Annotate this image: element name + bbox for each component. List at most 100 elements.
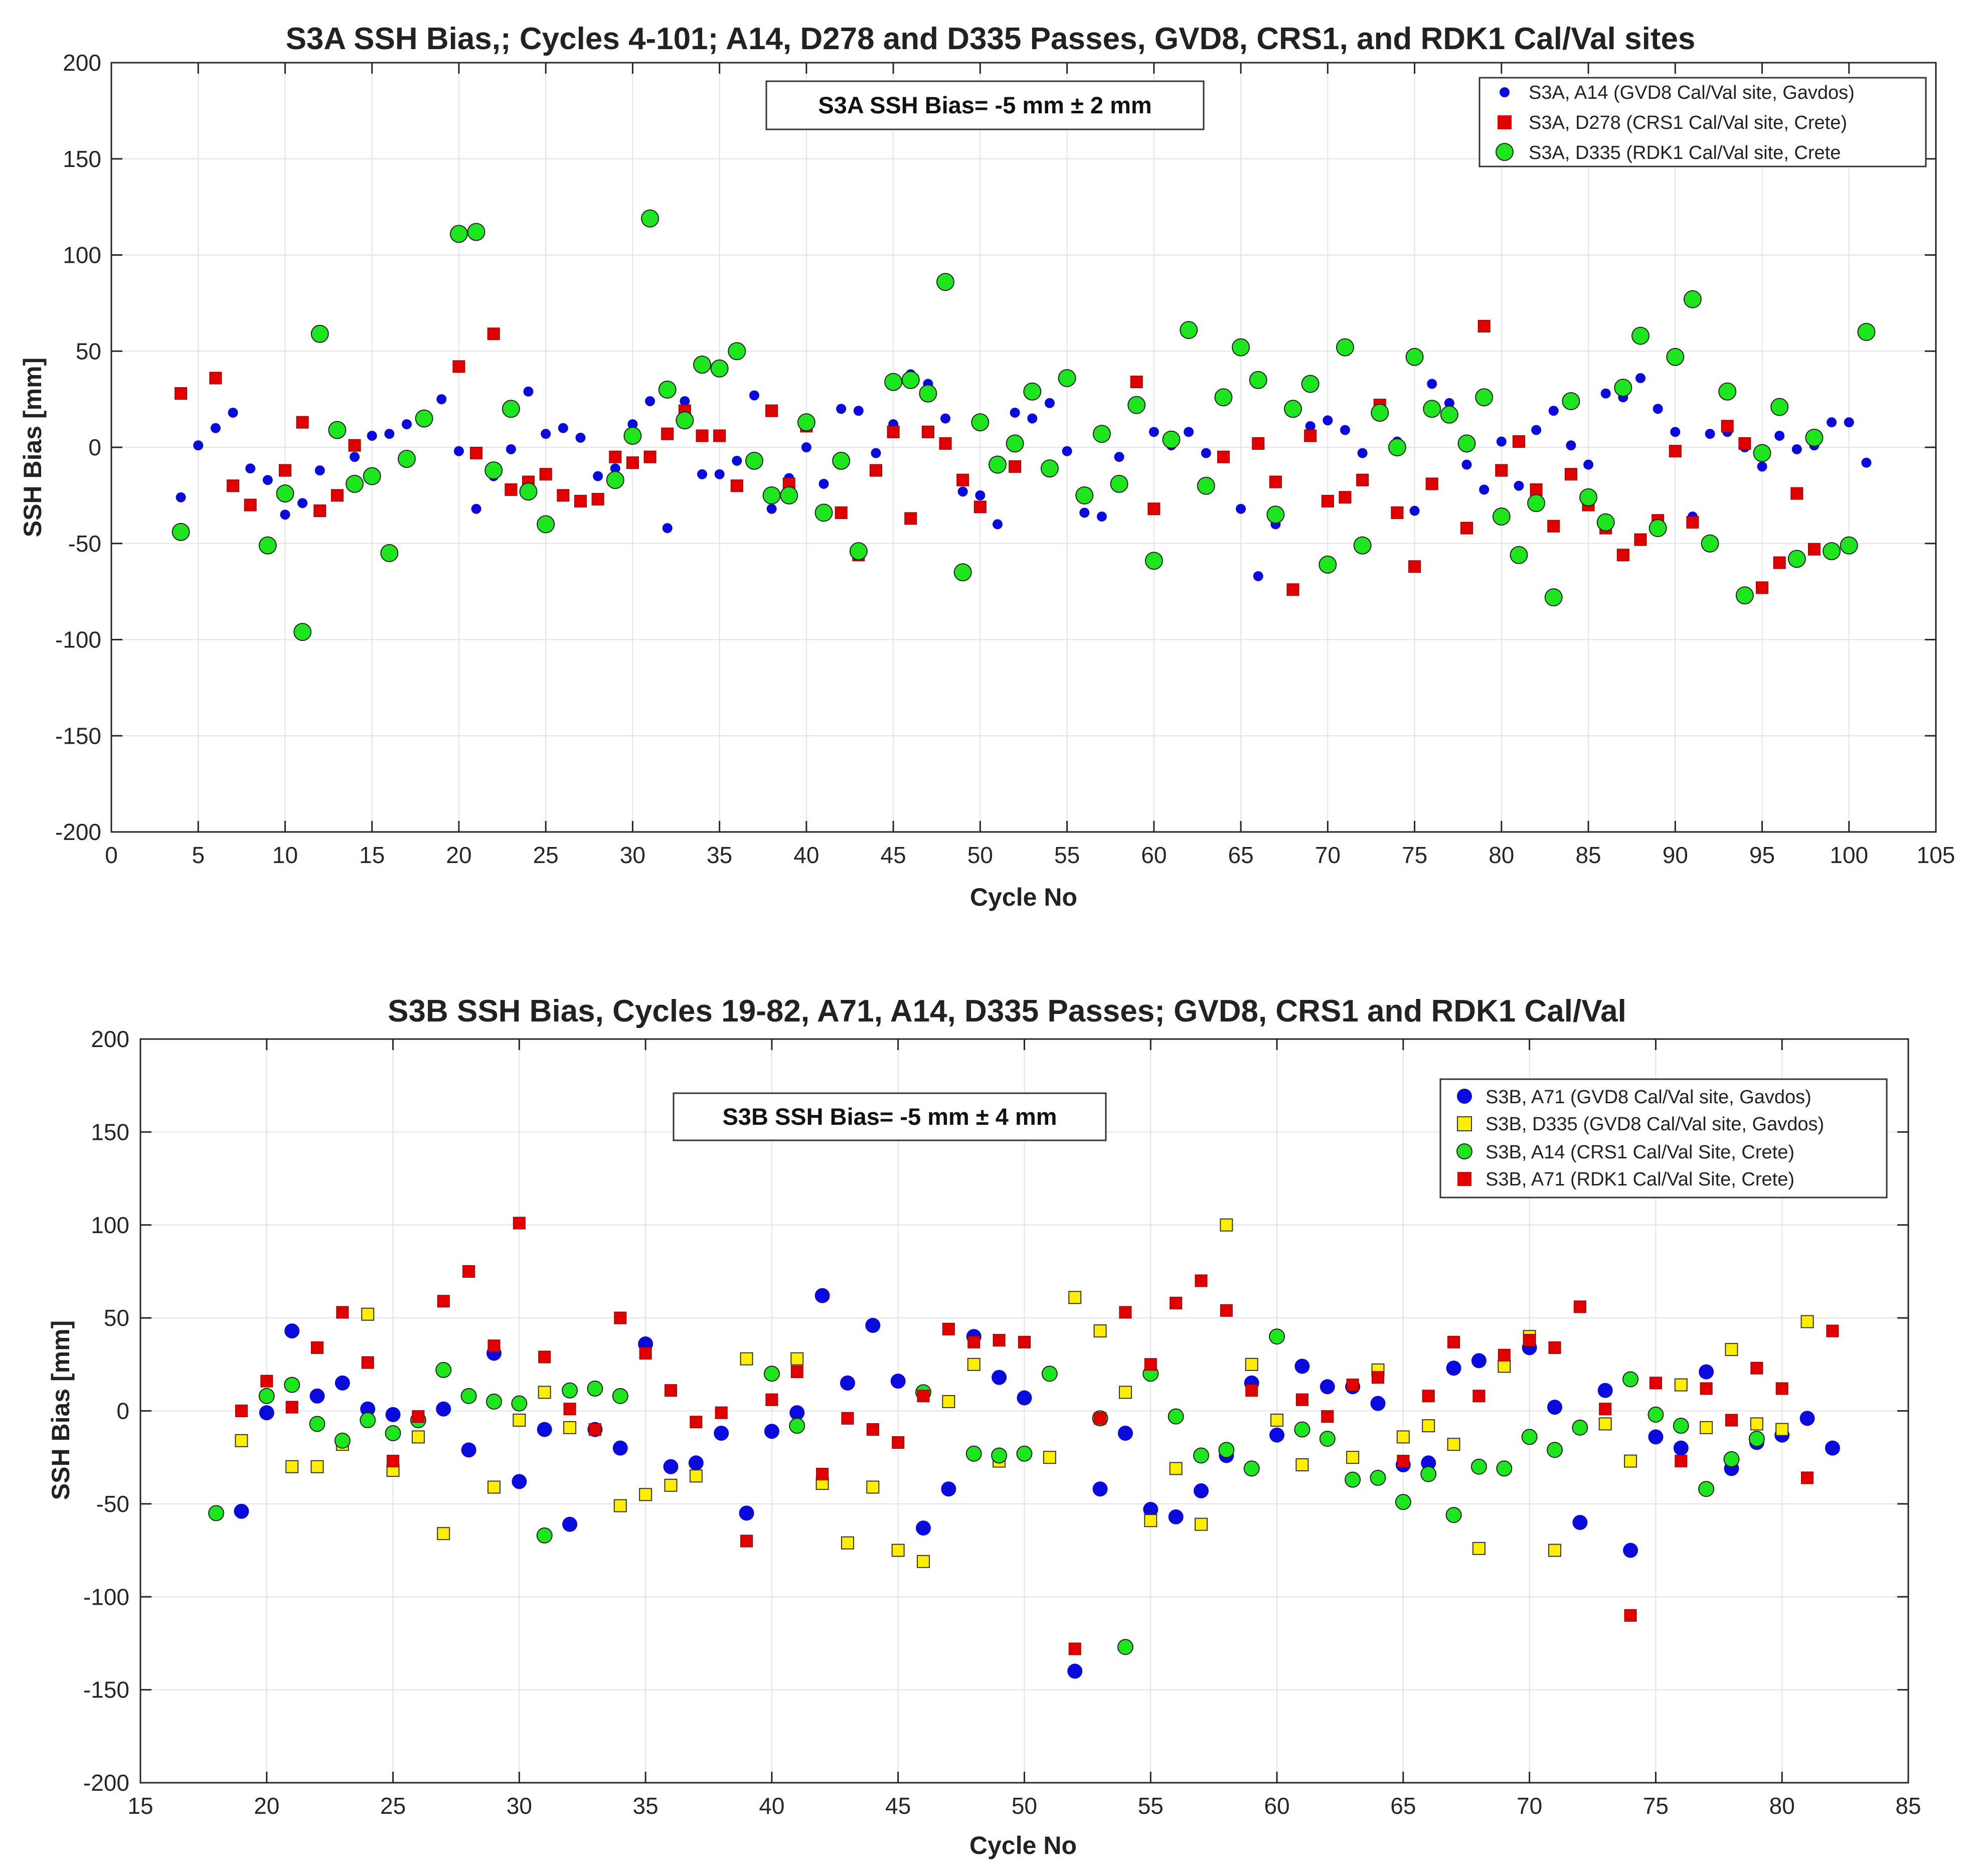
data-point xyxy=(1631,326,1650,345)
data-point xyxy=(1284,400,1302,418)
data-point xyxy=(574,494,587,507)
data-point xyxy=(965,1445,982,1462)
data-point xyxy=(790,1352,804,1366)
data-point xyxy=(1599,1403,1612,1416)
legend: S3B, A71 (GVD8 Cal/Val site, Gavdos) S3B… xyxy=(1439,1078,1888,1199)
data-point xyxy=(297,498,308,508)
data-point xyxy=(1669,445,1682,458)
data-point xyxy=(1040,459,1059,478)
data-point xyxy=(1566,440,1576,451)
data-point xyxy=(1295,1393,1308,1406)
data-point xyxy=(1391,506,1404,519)
data-point xyxy=(1807,543,1821,556)
data-point xyxy=(1723,1451,1740,1467)
data-point xyxy=(1750,1417,1763,1431)
data-point xyxy=(1572,1419,1588,1436)
data-point xyxy=(172,523,190,541)
data-point xyxy=(1579,488,1598,506)
data-point xyxy=(1770,398,1789,416)
data-point xyxy=(310,324,329,343)
data-point xyxy=(1357,448,1368,458)
data-point xyxy=(363,467,381,485)
data-point xyxy=(942,1395,955,1408)
data-point xyxy=(740,1352,753,1366)
data-point xyxy=(1270,1414,1284,1427)
data-point xyxy=(209,372,222,385)
data-point xyxy=(563,1421,577,1434)
data-point xyxy=(917,1555,930,1568)
data-point xyxy=(1093,1324,1107,1338)
data-point xyxy=(835,506,848,519)
data-point xyxy=(869,464,882,477)
data-point xyxy=(1294,1421,1310,1438)
legend-marker-blue-circle xyxy=(1457,1089,1472,1104)
data-point xyxy=(449,225,468,243)
data-point xyxy=(1193,1447,1209,1464)
data-point xyxy=(1596,513,1615,532)
data-point xyxy=(1218,1442,1235,1458)
data-point xyxy=(1245,1357,1258,1371)
data-point xyxy=(1825,1440,1840,1456)
data-point xyxy=(623,426,642,445)
data-point xyxy=(1440,405,1458,424)
data-point xyxy=(467,223,485,241)
legend-label: S3B, A71 (RDK1 Cal/Val Site, Crete) xyxy=(1486,1169,1794,1190)
legend-label: S3A, D278 (CRS1 Cal/Val site, Crete) xyxy=(1529,112,1847,133)
x-tick-label: 70 xyxy=(1315,842,1341,868)
data-point xyxy=(1757,461,1767,472)
data-point xyxy=(614,1311,627,1324)
data-point xyxy=(235,1434,248,1447)
data-point xyxy=(1827,417,1837,428)
data-point xyxy=(1043,1451,1056,1464)
data-point xyxy=(1673,1418,1689,1434)
x-tick-label: 45 xyxy=(885,1793,911,1819)
data-point xyxy=(1649,1377,1662,1390)
data-point xyxy=(1044,398,1055,408)
data-point xyxy=(1421,1455,1436,1471)
data-point xyxy=(587,1381,603,1397)
x-tick-label: 25 xyxy=(380,1793,406,1819)
data-point xyxy=(1548,1341,1561,1354)
data-point xyxy=(973,500,986,514)
data-point xyxy=(1705,429,1715,439)
data-point xyxy=(1444,398,1454,408)
data-point xyxy=(1635,373,1645,383)
data-point xyxy=(1148,427,1159,437)
data-point xyxy=(539,468,552,481)
data-point xyxy=(645,396,655,406)
data-point xyxy=(1079,507,1090,518)
data-point xyxy=(890,1374,906,1389)
data-point xyxy=(1475,388,1494,407)
x-tick-label: 95 xyxy=(1749,842,1775,868)
data-point xyxy=(818,478,829,489)
data-point xyxy=(336,1306,349,1319)
data-point xyxy=(1346,1451,1360,1464)
legend-entry: S3A, D335 (RDK1 Cal/Val site, Crete xyxy=(1496,142,1841,163)
data-point xyxy=(714,469,725,479)
data-point xyxy=(1756,581,1769,594)
data-point xyxy=(1445,1507,1462,1523)
data-point xyxy=(227,479,240,492)
data-point xyxy=(975,490,985,500)
data-point xyxy=(537,1422,552,1437)
data-point xyxy=(1395,1494,1411,1510)
data-point xyxy=(1624,1454,1637,1468)
data-point xyxy=(1370,1396,1386,1411)
data-point xyxy=(398,450,416,468)
data-point xyxy=(1422,1419,1435,1433)
data-point xyxy=(1409,505,1420,516)
data-point xyxy=(280,509,290,520)
series-2 xyxy=(235,1218,1814,1568)
data-point xyxy=(710,359,729,378)
data-point xyxy=(1144,1514,1158,1527)
x-tick-label: 65 xyxy=(1390,1793,1416,1819)
data-point xyxy=(1826,1324,1839,1337)
data-point xyxy=(891,1544,905,1557)
data-point xyxy=(1775,1382,1788,1395)
data-point xyxy=(941,1481,956,1497)
data-point xyxy=(814,503,833,522)
data-point xyxy=(730,479,743,492)
data-point xyxy=(1673,1440,1689,1456)
data-point xyxy=(538,1350,551,1363)
data-point xyxy=(1075,486,1094,504)
